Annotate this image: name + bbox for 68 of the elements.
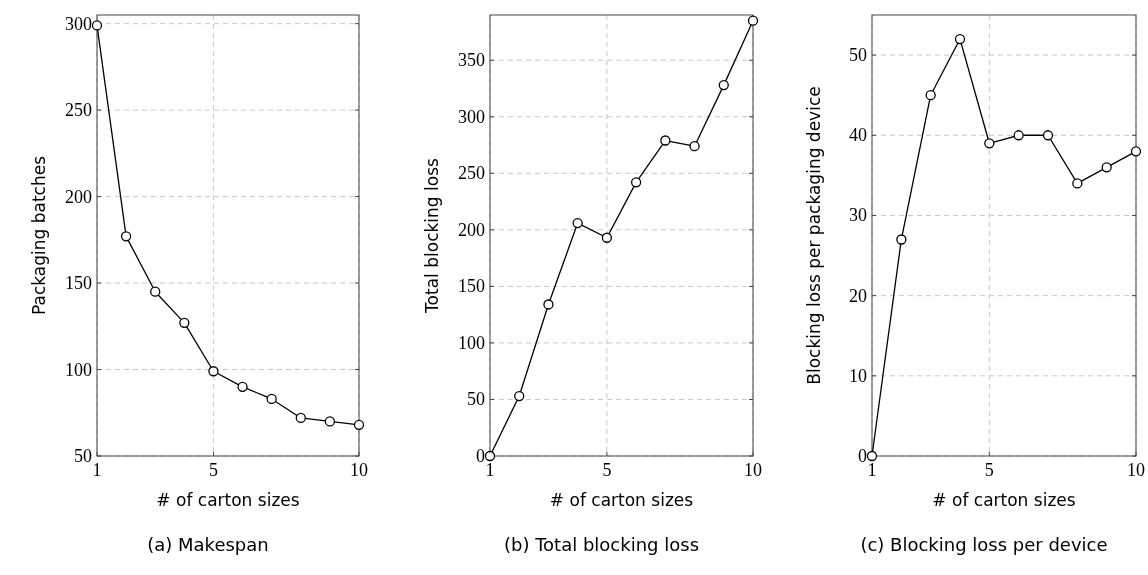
y-tick-label: 50 <box>849 45 867 66</box>
y-tick-label: 300 <box>65 13 92 34</box>
y-tick-label: 10 <box>849 365 867 386</box>
y-tick-label: 30 <box>849 205 867 226</box>
point <box>601 232 613 243</box>
y-tick-label: 100 <box>65 359 92 380</box>
y-tick-label: 100 <box>458 332 485 353</box>
point <box>630 177 642 188</box>
point <box>896 234 907 245</box>
point <box>866 450 878 462</box>
point <box>150 286 161 297</box>
x-tick-label: 1 <box>92 460 102 480</box>
point <box>324 416 336 427</box>
point <box>208 366 219 377</box>
point <box>984 138 995 149</box>
y-tick-label: 150 <box>458 276 485 297</box>
y-axis-title: Packaging batches <box>29 155 49 316</box>
point <box>543 299 554 310</box>
y-tick-label: 200 <box>458 219 485 240</box>
y-tick-label: 40 <box>849 125 867 146</box>
point <box>1072 178 1083 189</box>
x-axis-title: # of carton sizes <box>549 490 694 510</box>
point <box>1042 130 1054 141</box>
y-tick-label: 350 <box>458 50 485 71</box>
point <box>120 231 132 242</box>
y-tick-label: 0 <box>858 446 867 466</box>
y-tick-label: 150 <box>65 273 92 294</box>
point <box>295 412 306 424</box>
point <box>689 141 700 152</box>
point <box>1101 162 1112 173</box>
text: (a) Makespan <box>147 534 269 555</box>
x-tick-label: 1 <box>485 460 495 480</box>
x-axis-title: # of carton sizes <box>932 490 1076 510</box>
y-tick-label: 200 <box>65 186 92 207</box>
y-axis-title: Total blocking loss <box>422 157 442 314</box>
text: (c) Blocking loss per device <box>860 534 1108 555</box>
x-tick-label: 10 <box>744 460 762 480</box>
y-tick-label: 0 <box>476 446 485 466</box>
x-tick-label: 10 <box>350 460 368 480</box>
point <box>1013 130 1024 141</box>
point <box>179 317 190 328</box>
point <box>1130 146 1142 157</box>
y-tick-label: 50 <box>467 389 485 410</box>
x-tick-label: 5 <box>602 460 612 480</box>
point <box>925 90 936 101</box>
y-tick-label: 20 <box>849 285 867 306</box>
point <box>514 390 525 402</box>
y-axis-title: Blocking loss per packaging device <box>804 86 824 385</box>
point <box>91 20 103 31</box>
point <box>747 15 759 26</box>
x-tick-label: 1 <box>867 460 877 480</box>
point <box>484 450 496 462</box>
x-tick-label: 5 <box>208 460 218 480</box>
text: (b) Total blocking loss <box>503 534 700 555</box>
y-tick-label: 250 <box>458 163 485 184</box>
point <box>718 79 729 91</box>
x-axis-title: # of carton sizes <box>156 490 300 510</box>
y-tick-label: 50 <box>74 446 92 466</box>
x-tick-label: 10 <box>1127 460 1145 480</box>
point <box>572 217 583 229</box>
y-tick-label: 300 <box>458 106 485 127</box>
point <box>353 419 365 431</box>
point <box>266 393 277 405</box>
x-tick-label: 5 <box>984 460 994 480</box>
point <box>660 135 671 146</box>
point <box>954 33 966 45</box>
point <box>237 381 248 392</box>
y-tick-label: 250 <box>65 100 92 121</box>
